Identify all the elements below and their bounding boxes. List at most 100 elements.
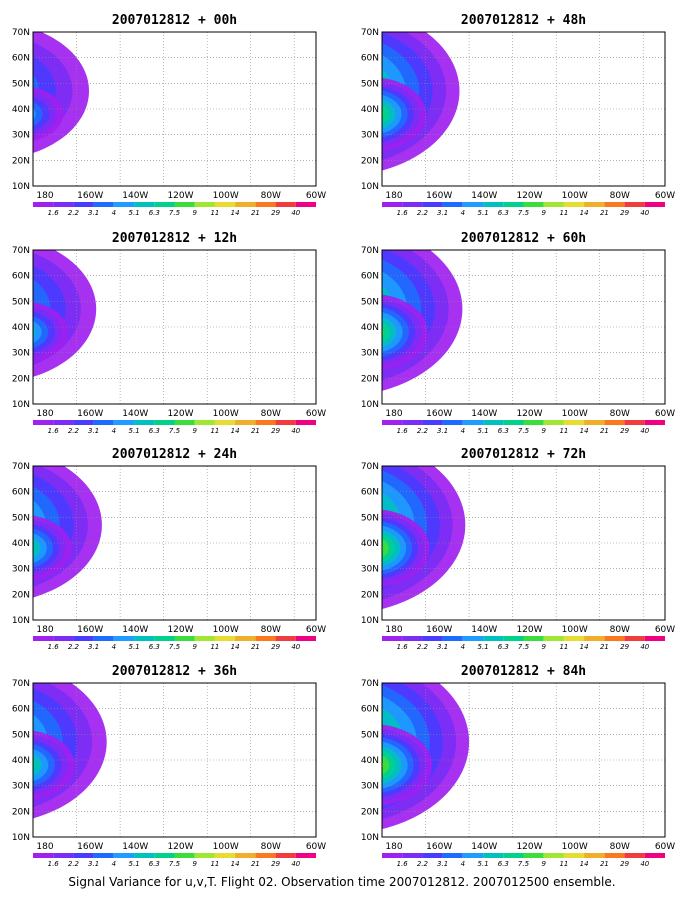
colorbar-segment bbox=[645, 636, 665, 641]
colorbar-segment bbox=[625, 202, 645, 207]
panel-title: 2007012812 + 72h bbox=[461, 447, 586, 462]
colorbar-label: 2.2 bbox=[68, 860, 80, 868]
colorbar-label: 11 bbox=[559, 643, 568, 651]
colorbar-label: 6.3 bbox=[149, 427, 160, 435]
colorbar-label: 4 bbox=[112, 427, 116, 435]
colorbar-segment bbox=[53, 853, 73, 858]
colorbar-label: 7.5 bbox=[518, 209, 530, 217]
colorbar-label: 3.1 bbox=[437, 427, 448, 435]
colorbar-label: 29 bbox=[271, 209, 280, 217]
colorbar-label: 6.3 bbox=[149, 643, 160, 651]
colorbar-label: 5.1 bbox=[129, 209, 140, 217]
colorbar-label: 7.5 bbox=[518, 427, 530, 435]
colorbar-segment bbox=[255, 853, 275, 858]
lon-tick-label: 100W bbox=[562, 625, 588, 635]
lat-tick-label: 70N bbox=[12, 246, 30, 256]
colorbar-segment bbox=[483, 853, 503, 858]
lon-tick-label: 140W bbox=[122, 842, 148, 852]
colorbar-segment bbox=[195, 636, 215, 641]
map-area bbox=[0, 235, 316, 404]
colorbar-segment bbox=[33, 420, 53, 425]
lat-tick-label: 60N bbox=[361, 272, 379, 282]
lon-tick-label: 120W bbox=[516, 409, 542, 419]
colorbar-segment bbox=[175, 420, 195, 425]
colorbar-segment bbox=[53, 420, 73, 425]
colorbar-segment bbox=[564, 636, 584, 641]
lat-tick-label: 40N bbox=[12, 105, 30, 115]
lon-tick-label: 140W bbox=[471, 191, 497, 201]
colorbar-label: 21 bbox=[251, 860, 260, 868]
colorbar-segment bbox=[134, 636, 154, 641]
lon-tick-label: 60W bbox=[306, 625, 326, 635]
colorbar-label: 40 bbox=[291, 643, 300, 651]
colorbar-segment bbox=[53, 636, 73, 641]
lat-tick-label: 60N bbox=[361, 54, 379, 64]
map-panel: 2007012812 + 12h70N60N50N40N30N20N10N180… bbox=[0, 231, 326, 435]
colorbar-segment bbox=[422, 853, 442, 858]
colorbar-segment bbox=[503, 202, 523, 207]
colorbar-segment bbox=[463, 853, 483, 858]
colorbar-label: 4 bbox=[461, 643, 465, 651]
colorbar-label: 9 bbox=[192, 860, 197, 868]
map-panel: 2007012812 + 24h70N60N50N40N30N20N10N180… bbox=[0, 446, 326, 651]
lat-tick-label: 60N bbox=[12, 272, 30, 282]
colorbar-segment bbox=[154, 636, 174, 641]
colorbar-label: 4 bbox=[112, 860, 116, 868]
lon-tick-label: 160W bbox=[77, 409, 103, 419]
lon-tick-label: 100W bbox=[213, 191, 239, 201]
lon-tick-label: 60W bbox=[306, 191, 326, 201]
panel-title: 2007012812 + 24h bbox=[112, 447, 237, 462]
colorbar-label: 6.3 bbox=[498, 209, 509, 217]
lat-tick-label: 50N bbox=[12, 513, 30, 523]
lat-tick-label: 10N bbox=[361, 833, 379, 843]
colorbar-label: 9 bbox=[192, 643, 197, 651]
variance-contour bbox=[312, 724, 364, 761]
lon-tick-label: 160W bbox=[426, 625, 452, 635]
lon-tick-label: 80W bbox=[261, 842, 281, 852]
colorbar-segment bbox=[73, 420, 93, 425]
colorbar-segment bbox=[645, 853, 665, 858]
colorbar-label: 2.2 bbox=[417, 209, 429, 217]
lon-tick-label: 60W bbox=[655, 842, 675, 852]
colorbar-segment bbox=[215, 636, 235, 641]
lat-tick-label: 50N bbox=[361, 730, 379, 740]
colorbar-segment bbox=[443, 636, 463, 641]
colorbar-segment bbox=[402, 202, 422, 207]
colorbar-segment bbox=[154, 202, 174, 207]
colorbar-label: 1.6 bbox=[48, 860, 60, 868]
colorbar-label: 4 bbox=[112, 643, 116, 651]
lon-tick-label: 180 bbox=[36, 409, 53, 419]
lat-tick-label: 60N bbox=[12, 488, 30, 498]
lat-tick-label: 50N bbox=[12, 79, 30, 89]
colorbar-label: 29 bbox=[271, 643, 280, 651]
lat-tick-label: 50N bbox=[12, 297, 30, 307]
colorbar-segment bbox=[443, 853, 463, 858]
lon-tick-label: 160W bbox=[77, 625, 103, 635]
lon-tick-label: 160W bbox=[77, 191, 103, 201]
lat-tick-label: 20N bbox=[361, 590, 379, 600]
lat-tick-label: 40N bbox=[361, 323, 379, 333]
colorbar-label: 6.3 bbox=[149, 860, 160, 868]
colorbar-label: 5.1 bbox=[478, 209, 489, 217]
colorbar-segment bbox=[73, 853, 93, 858]
colorbar-label: 9 bbox=[192, 209, 197, 217]
lon-tick-label: 80W bbox=[610, 842, 630, 852]
colorbar-label: 40 bbox=[291, 209, 300, 217]
colorbar-label: 21 bbox=[600, 643, 609, 651]
variance-contour bbox=[0, 747, 4, 825]
panel-title: 2007012812 + 00h bbox=[112, 13, 237, 28]
colorbar-segment bbox=[402, 636, 422, 641]
colorbar-segment bbox=[564, 202, 584, 207]
lat-tick-label: 10N bbox=[361, 616, 379, 626]
lat-tick-label: 60N bbox=[361, 488, 379, 498]
colorbar-label: 40 bbox=[640, 643, 649, 651]
colorbar-segment bbox=[235, 202, 255, 207]
lat-tick-label: 20N bbox=[361, 156, 379, 166]
colorbar-label: 14 bbox=[231, 860, 240, 868]
colorbar-segment bbox=[296, 420, 316, 425]
colorbar-label: 5.1 bbox=[478, 860, 489, 868]
colorbar-label: 14 bbox=[580, 643, 589, 651]
colorbar-segment bbox=[584, 202, 604, 207]
colorbar-label: 4 bbox=[112, 209, 116, 217]
colorbar-label: 11 bbox=[559, 209, 568, 217]
